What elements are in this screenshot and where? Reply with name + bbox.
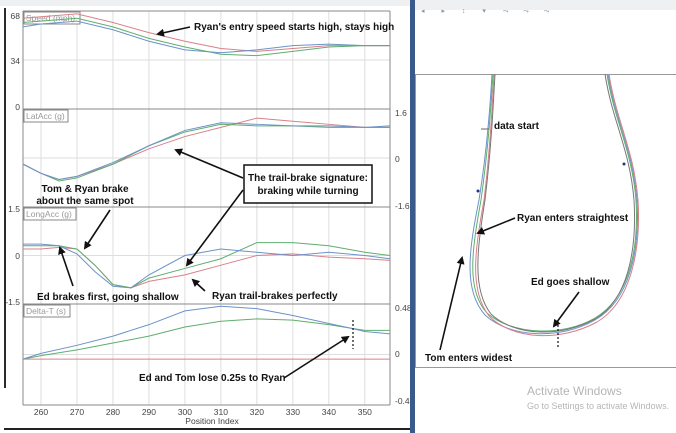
speed-tick-max: 68: [11, 11, 21, 21]
svg-text:310: 310: [214, 407, 228, 417]
trail-brake-callout: The trail-brake signature: braking while…: [243, 164, 373, 204]
pane-splitter[interactable]: [410, 0, 415, 433]
toolbar-icon-4[interactable]: ▾: [482, 8, 486, 15]
toolbar-icon-2[interactable]: ▸: [441, 8, 445, 15]
latacc-tick-max: 1.6: [395, 108, 407, 118]
svg-text:260: 260: [34, 407, 48, 417]
annotation-ed-shallow: Ed goes shallow: [531, 277, 610, 288]
svg-text:330: 330: [286, 407, 300, 417]
annotation-speed: Ryan's entry speed starts high, stays hi…: [194, 22, 394, 33]
left-toolbar-strip: [0, 0, 410, 6]
deltat-tick-max: 0.48: [395, 303, 410, 313]
deltat-tick-min: -0.4: [395, 396, 410, 406]
chart-title-longacc: LongAcc (g): [23, 207, 77, 221]
svg-text:340: 340: [322, 407, 336, 417]
svg-text:Speed (mph): Speed (mph): [26, 13, 75, 23]
svg-text:The trail-brake signature:: The trail-brake signature:: [248, 173, 368, 184]
speed-tick-min: 0: [15, 102, 20, 112]
svg-text:300: 300: [178, 407, 192, 417]
telemetry-charts[interactable]: Speed (mph) LatAcc (g) LongAcc (g) Delta…: [0, 0, 410, 433]
svg-text:Delta-T (s): Delta-T (s): [26, 306, 66, 316]
left-frame-border: [4, 8, 6, 388]
x-axis-label: Position Index: [185, 416, 239, 426]
longacc-tick-mid: 0: [15, 251, 20, 261]
svg-text:350: 350: [358, 407, 372, 417]
series-ed: [22, 122, 391, 180]
series-ed: [23, 243, 391, 289]
series-tom: [22, 123, 390, 182]
annotation-brake-same-1: Tom & Ryan brake: [41, 184, 128, 195]
annotation-tom-widest: Tom enters widest: [425, 353, 513, 364]
annotation-ryan-straight: Ryan enters straightest: [517, 213, 629, 224]
bottom-frame-border: [4, 428, 410, 430]
series-tom: [23, 242, 391, 289]
data-analysis-panel: Speed (mph) LatAcc (g) LongAcc (g) Delta…: [0, 0, 410, 433]
latacc-tick-min: -1.6: [395, 201, 410, 211]
speed-tick-mid: 34: [11, 56, 21, 66]
deltat-tick-mid: 0: [395, 349, 400, 359]
svg-text:290: 290: [142, 407, 156, 417]
annotation-data-start: data start: [494, 121, 540, 132]
svg-text:280: 280: [106, 407, 120, 417]
x-axis-ticks: 260 270 280 290 300 310 320 330 340 350: [34, 407, 372, 417]
annotation-delta: Ed and Tom lose 0.25s to Ryan: [139, 373, 286, 384]
longacc-tick-max: 1.5: [8, 204, 20, 214]
svg-text:320: 320: [250, 407, 264, 417]
series-tom: [22, 17, 390, 57]
svg-text:LongAcc (g): LongAcc (g): [26, 209, 72, 219]
chart-title-latacc: LatAcc (g): [23, 109, 69, 123]
latacc-tick-mid: 0: [395, 154, 400, 164]
series-ryan: [23, 246, 391, 289]
map-toolbar: ◂ ▸ ↕ ▾ ⤳ ⤳ ⤳: [415, 0, 676, 15]
toolbar-icon-7[interactable]: ⤳: [543, 8, 550, 15]
track-map[interactable]: data start Ryan enters straightest Ed go…: [415, 0, 676, 433]
track-map-frame[interactable]: [415, 74, 676, 368]
activate-windows-title: Activate Windows: [527, 384, 622, 398]
track-map-panel: ◂ ▸ ↕ ▾ ⤳ ⤳ ⤳ data start Rya: [415, 0, 676, 433]
series-ed: [22, 305, 391, 360]
activate-windows-subtitle: Go to Settings to activate Windows.: [527, 401, 670, 411]
toolbar-icon-5[interactable]: ⤳: [502, 8, 509, 15]
svg-text:270: 270: [70, 407, 84, 417]
series-ed: [22, 20, 390, 54]
series-ryan: [22, 13, 390, 52]
annotation-ryan-trail: Ryan trail-brakes perfectly: [212, 291, 338, 302]
svg-text:LatAcc (g): LatAcc (g): [26, 111, 65, 121]
annotation-ed-first: Ed brakes first, going shallow: [37, 292, 179, 303]
toolbar-icon-6[interactable]: ⤳: [523, 8, 529, 15]
annotation-brake-same-2: about the same spot: [36, 196, 134, 207]
toolbar-icon-1[interactable]: ◂: [421, 8, 425, 15]
toolbar-icon-3[interactable]: ↕: [461, 8, 466, 15]
svg-text:braking while turning: braking while turning: [257, 186, 358, 197]
longacc-tick-min: -1.5: [5, 297, 20, 307]
chart-title-deltat: Delta-T (s): [23, 304, 71, 318]
